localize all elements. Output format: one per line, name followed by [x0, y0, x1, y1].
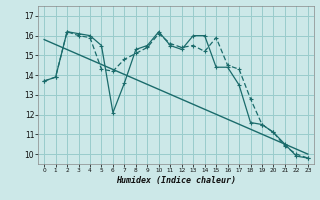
- X-axis label: Humidex (Indice chaleur): Humidex (Indice chaleur): [116, 176, 236, 185]
